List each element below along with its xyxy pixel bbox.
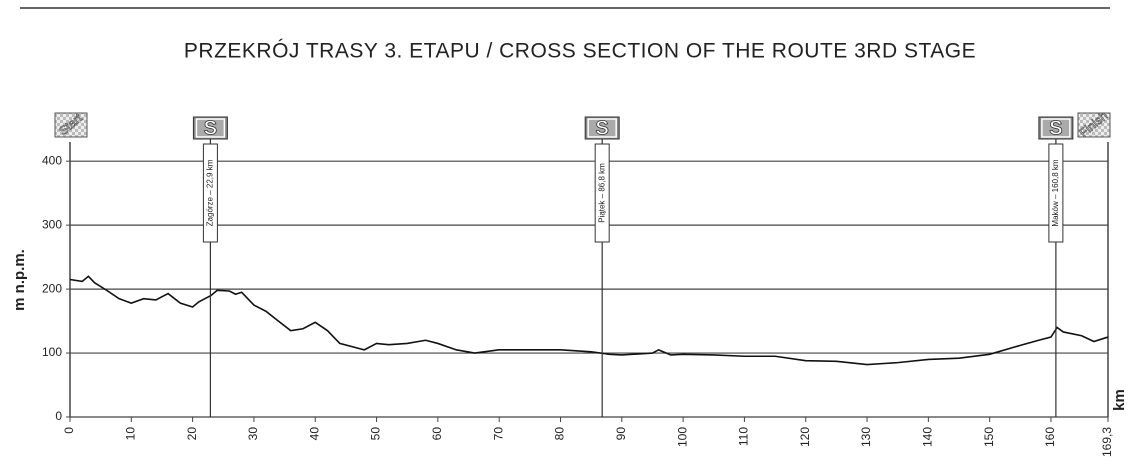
sign-box	[1077, 112, 1111, 138]
x-tick-label: 70	[491, 427, 505, 441]
y-tick-label: 200	[42, 281, 62, 295]
chart-title: PRZEKRÓJ TRASY 3. ETAPU / CROSS SECTION …	[184, 40, 976, 63]
marker-label: Zagórze – 22,9 km	[206, 159, 215, 226]
x-tick-label: 130	[859, 427, 873, 447]
sign-text: S	[1049, 117, 1062, 139]
x-tick-label: 110	[737, 427, 751, 446]
y-tick-label: 0	[55, 409, 62, 423]
x-tick-label: 160	[1043, 427, 1057, 447]
x-tick-label: 20	[185, 427, 199, 441]
y-tick-label: 400	[42, 153, 62, 167]
x-tick-label: 10	[123, 427, 137, 441]
x-tick-label: 50	[369, 427, 383, 441]
sign-inner	[195, 118, 226, 138]
marker-label-box	[1048, 143, 1064, 243]
x-axis-label: km	[1111, 389, 1128, 411]
sign-inner	[587, 118, 617, 138]
sign-inner	[1041, 118, 1071, 138]
x-tick-label: 169,3	[1100, 427, 1114, 457]
y-tick-label: 100	[42, 345, 62, 359]
sign-text: S	[596, 117, 609, 139]
y-axis-label: m n.p.m.	[11, 249, 28, 311]
sign-box	[54, 112, 88, 138]
x-tick-label: 140	[921, 427, 935, 447]
marker-label-box	[594, 143, 610, 243]
x-tick-label: 0	[62, 427, 76, 434]
x-tick-label: 150	[982, 427, 996, 447]
y-tick-label: 300	[42, 217, 62, 231]
elevation-line	[69, 275, 1109, 366]
x-tick-label: 100	[675, 427, 689, 447]
marker-label-box	[202, 143, 218, 243]
x-tick-label: 30	[246, 427, 260, 441]
marker-label: Piątek – 86,8 km	[597, 163, 606, 223]
sign-text: S	[204, 117, 217, 139]
x-tick-label: 120	[798, 427, 812, 447]
x-tick-label: 60	[430, 427, 444, 441]
x-tick-label: 80	[553, 427, 567, 441]
x-tick-label: 40	[307, 427, 321, 441]
x-tick-label: 90	[614, 427, 628, 441]
marker-label: Maków – 160,8 km	[1051, 159, 1060, 226]
